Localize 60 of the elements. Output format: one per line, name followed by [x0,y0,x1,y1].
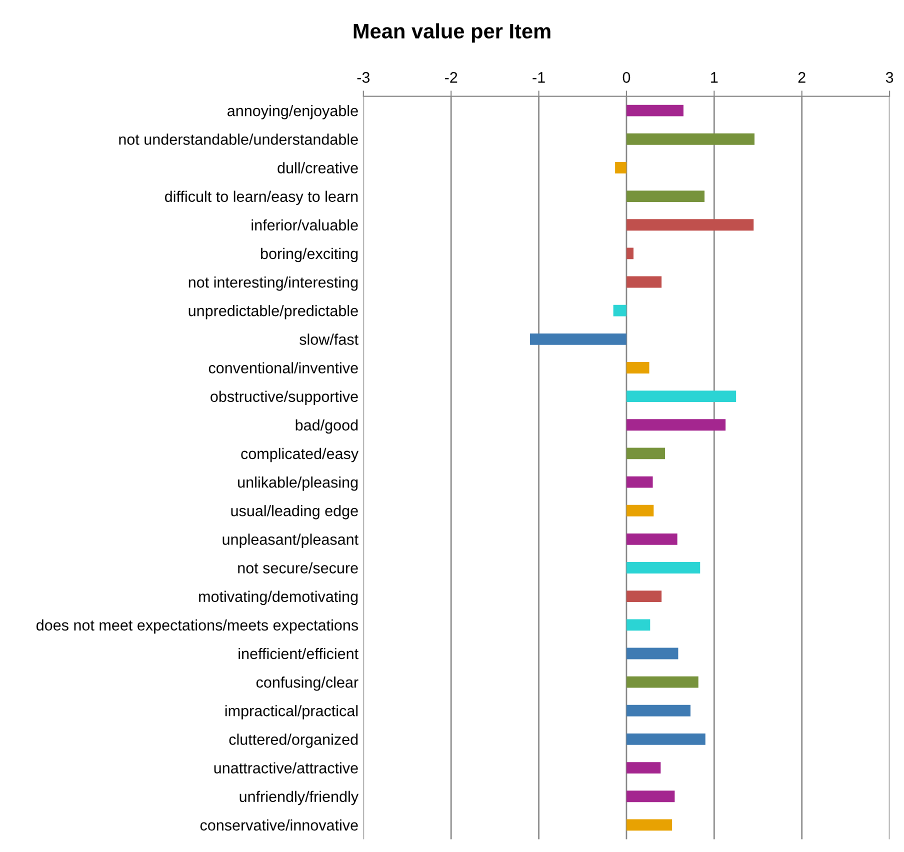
y-tick-label: confusing/clear [256,676,358,691]
x-tick-label: 2 [798,72,806,83]
y-tick-label: cluttered/organized [229,734,358,748]
bar [626,504,654,516]
y-tick-label: boring/exciting [261,248,358,262]
x-tick-label: -1 [532,72,545,83]
bar [530,333,626,345]
y-tick-label: inferior/valuable [252,219,358,231]
x-tick-label: 1 [711,72,718,83]
bar [626,190,705,202]
bar [626,248,634,260]
y-tick-label: dull/creative [278,162,358,174]
bar [626,133,754,145]
bar [626,790,675,802]
bar [626,762,661,774]
chart-title: Mean value per Item [354,23,550,43]
y-tick-label: unfriendly/friendly [240,790,359,806]
bar [626,619,650,631]
y-tick-label: annoying/enjoyable [228,105,358,120]
y-tick-label: unattractive/attractive [214,762,358,774]
y-tick-label: impractical/practical [225,705,358,720]
bar [626,733,706,745]
y-tick-label: conservative/innovative [200,819,358,831]
x-tick-label: 0 [622,72,630,83]
bar [626,819,672,831]
y-tick-label: difficult to learn/easy to learn [165,190,358,205]
y-tick-label: not interesting/interesting [188,276,358,291]
y-tick-label: not secure/secure [238,562,358,574]
bar [626,648,678,660]
bar [613,304,626,316]
bar [626,448,666,460]
y-tick-label: unpredictable/predictable [188,305,358,320]
y-tick-label: usual/leading edge [231,505,358,520]
y-tick-label: inefficient/efficient [238,648,358,660]
bar [626,590,662,602]
y-tick-label: motivating/demotivating [199,590,358,606]
y-tick-label: slow/fast [300,334,358,345]
bar [626,704,690,716]
y-tick-label: not understandable/understandable [119,134,358,145]
bar [626,276,662,288]
x-tick-label: 3 [886,72,894,83]
x-tick-label: -2 [444,72,458,83]
bar [626,562,700,574]
y-tick-label: obstructive/supportive [210,390,358,406]
y-tick-label: unpleasant/pleasant [222,534,358,548]
bar [626,676,698,688]
y-tick-label: does not meet expectations/meets expectations [36,619,358,634]
y-tick-label: conventional/inventive [208,362,358,374]
y-tick-label: unlikable/pleasing [238,476,358,491]
bar [615,162,626,174]
y-tick-label: complicated/easy [241,448,359,462]
bar [626,390,736,402]
bar [626,476,653,488]
bar [626,104,684,116]
bar [626,533,678,545]
bar [626,419,726,431]
y-tick-label: bad/good [296,419,358,434]
bar [626,219,754,231]
bar [626,362,650,374]
x-tick-label: -3 [357,72,370,83]
